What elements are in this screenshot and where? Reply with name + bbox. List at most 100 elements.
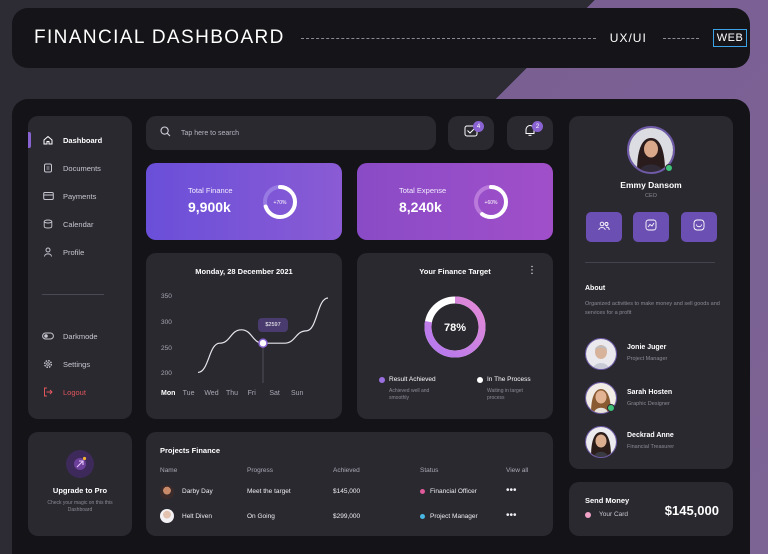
sidebar-item-payments[interactable]: Payments <box>28 185 132 207</box>
finance-percent: +70% <box>274 200 287 206</box>
sidebar-item-calendar[interactable]: Calendar <box>28 213 132 235</box>
header-divider-short <box>662 37 699 39</box>
sidebar-item-label: Profile <box>63 247 85 257</box>
profile-name: Emmy Dansom <box>620 180 682 190</box>
avatar <box>585 338 617 370</box>
send-money-title: Send Money <box>585 496 630 505</box>
card-dot <box>585 512 591 518</box>
target-progress-arc <box>424 296 486 358</box>
search-bar[interactable]: Tap here to search <box>146 116 436 150</box>
view-all-link[interactable]: View all <box>506 467 529 474</box>
legend-label-achieved: Result Achieved <box>389 376 436 383</box>
profile-role: CEO <box>645 193 657 199</box>
gear-icon <box>42 358 54 370</box>
column-header: Status <box>420 467 439 474</box>
x-tick-label[interactable]: Sat <box>269 390 280 397</box>
sidebar-item-label: Darkmode <box>63 331 98 341</box>
status-dot <box>420 489 425 494</box>
legend-dot-achieved <box>379 377 385 383</box>
credit-card-icon <box>42 190 54 202</box>
calendar-icon <box>42 218 54 230</box>
x-tick-label[interactable]: Tue <box>182 390 195 397</box>
sidebar-item-darkmode[interactable]: Darkmode <box>28 325 132 347</box>
finance-target-card: Your Finance Target ⋮ 78% Result Achieve… <box>357 253 553 419</box>
message-button[interactable] <box>681 212 717 242</box>
toggle-icon <box>42 330 54 342</box>
sidebar: Dashboard Documents Payments Calendar Pr… <box>28 116 132 419</box>
expense-label: Total Expense <box>399 186 447 195</box>
messages-button[interactable]: 4 <box>448 116 494 150</box>
notifications-button[interactable]: 2 <box>507 116 553 150</box>
y-tick-label: 350 <box>161 293 172 300</box>
send-money-card[interactable]: Send Money Your Card $145,000 <box>569 482 733 536</box>
x-tick-label[interactable]: Thu <box>226 390 239 397</box>
chart-icon <box>645 218 657 236</box>
header-bar: FINANCIAL DASHBOARD UX/UI WEB <box>12 8 750 68</box>
expense-value: 8,240k <box>399 199 442 215</box>
x-tick-label[interactable]: Sun <box>291 390 304 397</box>
x-tick-label[interactable]: Fri <box>247 390 256 397</box>
search-input[interactable]: Tap here to search <box>181 129 239 137</box>
x-tick-label[interactable]: Wed <box>204 390 219 397</box>
upgrade-card[interactable]: Upgrade to Pro Check your magic on this … <box>28 432 132 536</box>
platform-badge: WEB <box>712 29 748 47</box>
project-name: Darby Day <box>182 488 213 495</box>
projects-finance-card: Projects Finance Name Progress Achieved … <box>146 432 553 536</box>
target-percent: 78% <box>444 322 466 334</box>
avatar <box>585 426 617 458</box>
target-donut: 78% <box>424 296 486 358</box>
sidebar-item-logout[interactable]: Logout <box>28 381 132 403</box>
member-name: Jonie Juger <box>627 344 667 351</box>
expense-progress-arc <box>474 185 508 219</box>
member-role: Project Manager <box>627 356 668 362</box>
project-status: Project Manager <box>430 513 478 520</box>
online-indicator <box>665 164 673 172</box>
document-icon <box>42 162 54 174</box>
sidebar-item-dashboard[interactable]: Dashboard <box>28 129 132 151</box>
sidebar-item-label: Calendar <box>63 219 94 229</box>
sidebar-item-profile[interactable]: Profile <box>28 241 132 263</box>
projects-title: Projects Finance <box>160 446 221 455</box>
analytics-button[interactable] <box>633 212 669 242</box>
project-status: Financial Officer <box>430 488 477 495</box>
y-tick-label: 250 <box>161 345 172 352</box>
online-indicator <box>607 404 615 412</box>
project-achieved: $145,000 <box>333 488 361 495</box>
send-amount: $145,000 <box>664 503 719 518</box>
page-title: FINANCIAL DASHBOARD <box>34 27 285 48</box>
avatar <box>160 509 174 523</box>
member-role: Financial Treasurer <box>627 444 675 450</box>
target-title: Your Finance Target <box>419 267 491 276</box>
sidebar-item-label: Payments <box>63 191 97 201</box>
member-name: Sarah Hosten <box>627 389 673 396</box>
highlight-point <box>258 338 268 348</box>
sidebar-item-label: Dashboard <box>63 135 103 145</box>
finance-progress-ring: +70% <box>263 185 297 219</box>
total-finance-card[interactable]: Total Finance 9,900k +70% <box>146 163 342 240</box>
finance-progress-arc <box>263 185 297 219</box>
status-dot <box>420 514 425 519</box>
x-tick-label[interactable]: Mon <box>161 390 176 397</box>
about-title: About <box>585 285 606 292</box>
avatar[interactable] <box>627 126 675 174</box>
more-options-icon[interactable]: ⋮ <box>527 265 537 276</box>
project-name: Helt Diven <box>182 513 212 520</box>
member-role: Graphic Designer <box>627 401 670 407</box>
expense-percent: +60% <box>485 200 498 206</box>
column-header: Achieved <box>333 467 360 474</box>
sidebar-item-settings[interactable]: Settings <box>28 353 132 375</box>
sidebar-item-documents[interactable]: Documents <box>28 157 132 179</box>
legend-sub-achieved: Achieved well and smoothly <box>389 388 430 402</box>
y-tick-label: 300 <box>161 319 172 326</box>
total-expense-card[interactable]: Total Expense 8,240k +60% <box>357 163 553 240</box>
chart-tooltip: $2597 <box>258 318 288 332</box>
row-menu-icon[interactable]: ••• <box>506 485 517 496</box>
messages-badge: 4 <box>473 121 484 132</box>
team-button[interactable] <box>586 212 622 242</box>
profile-card: Emmy Dansom CEO About Organized activiti… <box>569 116 733 469</box>
legend-dot-process <box>477 377 483 383</box>
legend-sub-process: Waiting in target process <box>487 388 523 402</box>
row-menu-icon[interactable]: ••• <box>506 510 517 521</box>
search-icon <box>160 124 171 142</box>
column-header: Name <box>160 467 178 474</box>
